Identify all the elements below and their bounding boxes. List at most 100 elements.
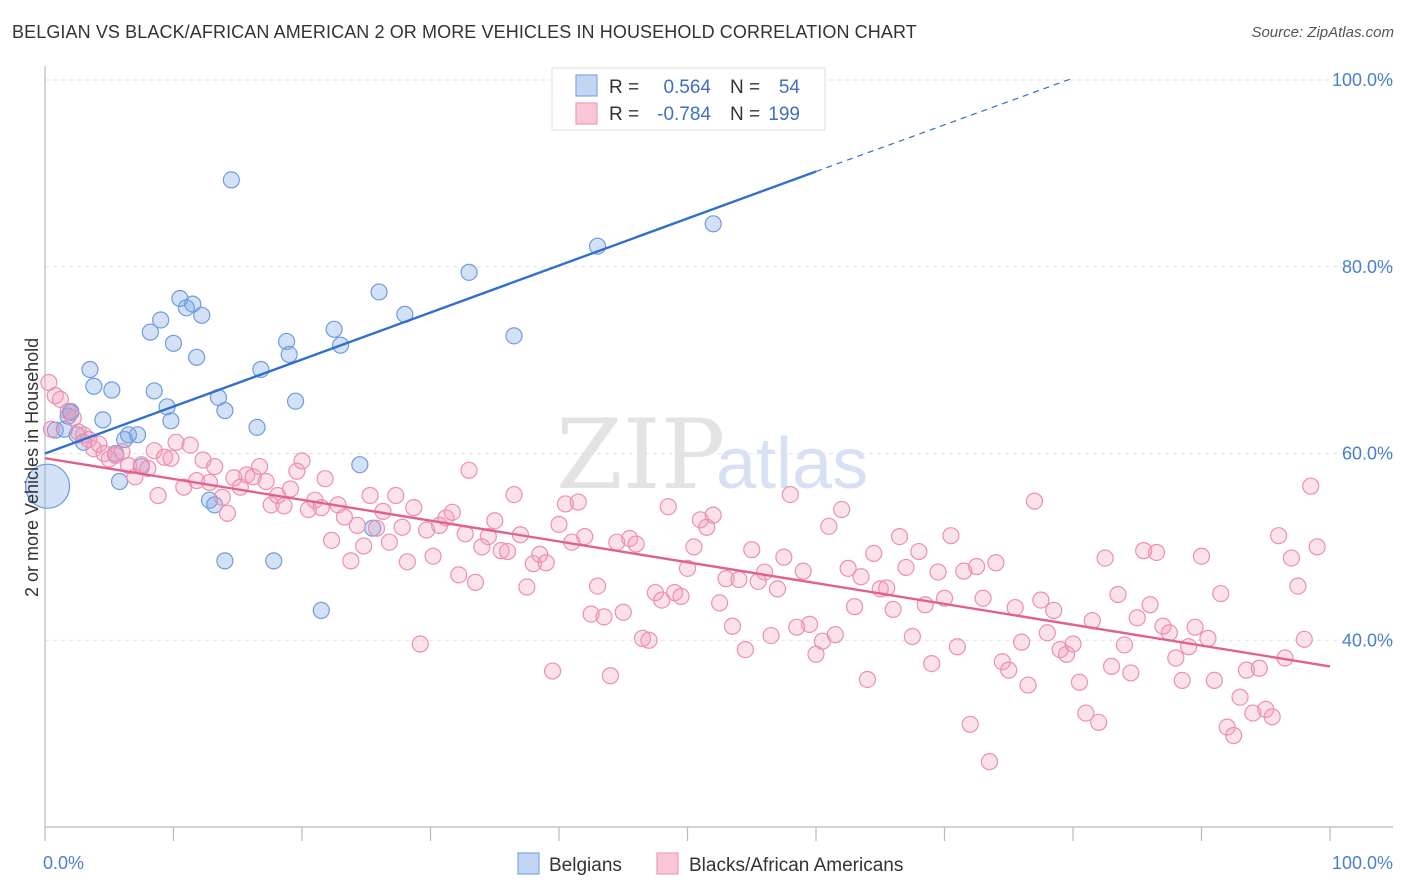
blacks-point xyxy=(443,503,461,521)
blacks-point xyxy=(275,497,293,515)
belgians-point xyxy=(222,171,240,189)
blacks-point xyxy=(723,617,742,635)
blacks-point xyxy=(225,469,243,487)
blacks-point xyxy=(929,563,947,581)
belgians-point xyxy=(216,401,234,420)
blacks-point xyxy=(717,570,735,588)
blacks-point xyxy=(865,544,883,563)
belgians-point xyxy=(94,411,112,429)
belgians-point xyxy=(200,491,219,509)
belgians-trendline-extension xyxy=(815,77,1074,173)
blacks-point xyxy=(614,603,632,621)
blacks-point xyxy=(961,715,979,733)
blacks-point xyxy=(518,578,536,596)
belgians-point xyxy=(370,283,388,301)
watermark-atlas: atlas xyxy=(716,424,868,504)
stats-legend: R = 0.564 N = 54 R = -0.784 N = 199 xyxy=(551,67,826,131)
blacks-point xyxy=(762,626,780,645)
blacks-point xyxy=(1244,704,1262,722)
legend-label-blacks: Blacks/African Americans xyxy=(689,855,903,876)
blacks-point xyxy=(1070,673,1089,691)
blacks-point xyxy=(1295,630,1313,648)
blacks-point xyxy=(556,495,575,513)
belgians-point xyxy=(162,412,180,430)
blacks-point xyxy=(730,570,748,589)
blacks-point xyxy=(1032,591,1050,609)
blacks-point xyxy=(1263,708,1281,726)
belgians-point xyxy=(110,472,129,491)
blacks-point xyxy=(380,533,398,551)
blacks-point xyxy=(582,605,600,623)
y-tick-label: 40.0% xyxy=(1342,630,1393,650)
belgians-point xyxy=(24,463,71,509)
belgians-point xyxy=(216,552,234,570)
belgians-point xyxy=(325,320,343,338)
stats-r-value-1: 0.564 xyxy=(663,77,711,98)
blacks-point xyxy=(1045,601,1063,619)
blacks-point xyxy=(942,527,960,545)
blacks-point xyxy=(250,457,269,476)
belgians-point xyxy=(141,323,159,341)
x-tick-label: 100.0% xyxy=(1332,853,1393,873)
blacks-point xyxy=(473,538,491,556)
blacks-point xyxy=(411,635,429,653)
blacks-point xyxy=(743,541,761,559)
blacks-point xyxy=(974,589,992,607)
belgians-trendline xyxy=(44,170,817,455)
blacks-point xyxy=(167,433,185,451)
blacks-point xyxy=(450,566,468,584)
blacks-point xyxy=(1115,636,1134,654)
blacks-point xyxy=(685,538,703,556)
blacks-point xyxy=(550,515,568,534)
stats-n-label-2: N = xyxy=(730,104,760,125)
blacks-point xyxy=(672,587,690,605)
blacks-point xyxy=(595,608,613,626)
blacks-point xyxy=(499,542,517,561)
belgians-point xyxy=(188,348,206,366)
blacks-point xyxy=(839,559,857,577)
blacks-point xyxy=(659,498,677,516)
blacks-point xyxy=(884,600,902,619)
blacks-point xyxy=(569,493,587,511)
belgians-point xyxy=(505,327,523,345)
blacks-point xyxy=(576,528,594,546)
blacks-point xyxy=(640,631,658,649)
chart-source: Source: ZipAtlas.com xyxy=(1251,24,1394,41)
belgians-point xyxy=(312,601,330,619)
blacks-point xyxy=(42,420,61,438)
belgians-point xyxy=(128,426,147,444)
stats-r-label-2: R = xyxy=(609,104,639,125)
blacks-point xyxy=(890,528,909,546)
blacks-point xyxy=(479,528,497,546)
blacks-point xyxy=(781,485,799,504)
x-tick-label: 0.0% xyxy=(43,853,84,873)
blacks-point xyxy=(162,449,180,467)
blacks-point xyxy=(788,618,806,636)
blacks-point xyxy=(238,466,256,484)
blacks-point xyxy=(955,562,973,580)
blacks-point xyxy=(537,554,555,572)
blacks-point xyxy=(322,531,341,549)
blacks-point xyxy=(492,542,510,560)
blacks-point xyxy=(987,554,1005,572)
blacks-point xyxy=(833,500,851,519)
trendlines xyxy=(44,77,1331,668)
blacks-point xyxy=(923,654,941,673)
stats-n-value-2: 199 xyxy=(768,104,800,125)
stats-n-value-1: 54 xyxy=(779,77,801,98)
blacks-point xyxy=(281,480,300,498)
blacks-point xyxy=(678,559,697,577)
belgians-point xyxy=(85,377,103,395)
belgians-point xyxy=(184,295,202,313)
axes xyxy=(44,66,1393,841)
blacks-point xyxy=(1012,633,1031,651)
blacks-point xyxy=(820,517,838,535)
blacks-point xyxy=(335,508,354,526)
belgians-point xyxy=(145,382,163,400)
blacks-point xyxy=(1122,664,1140,682)
stats-n-label-1: N = xyxy=(730,77,760,98)
stats-r-label-1: R = xyxy=(609,77,639,98)
blacks-point xyxy=(348,516,366,534)
blacks-point xyxy=(316,470,334,488)
blacks-point xyxy=(1096,549,1114,567)
